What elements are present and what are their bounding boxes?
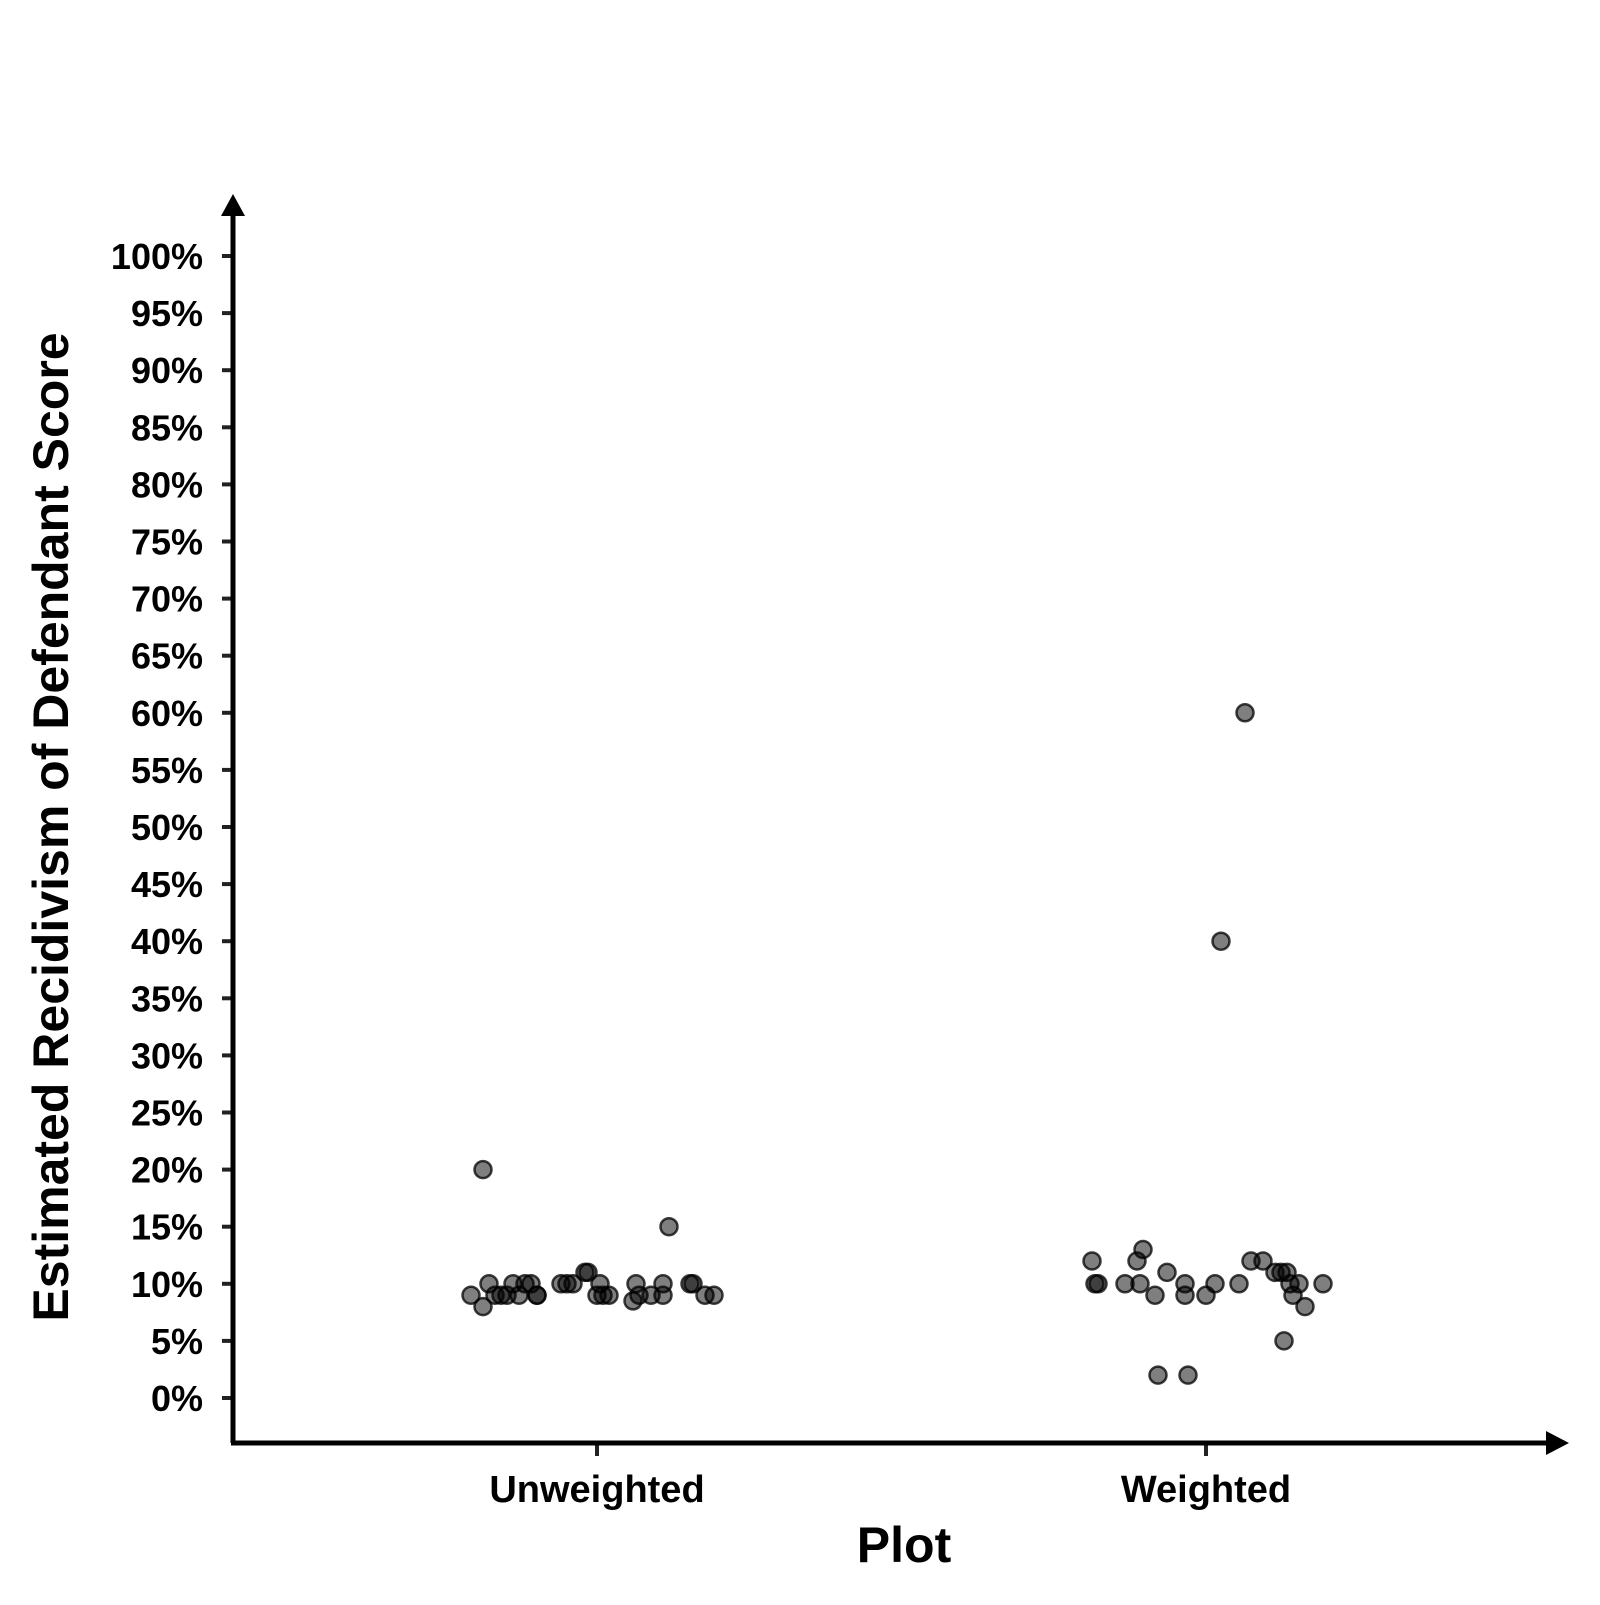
x-tick-label: Unweighted	[489, 1469, 704, 1511]
y-tick-label: 60%	[131, 693, 203, 734]
data-point	[1313, 1274, 1333, 1294]
y-tick-label: 95%	[131, 293, 203, 334]
y-tick-label: 65%	[131, 636, 203, 677]
y-axis-title: Estimated Recidivism of Defendant Score	[23, 332, 79, 1321]
y-tick-label: 35%	[131, 978, 203, 1019]
y-tick-label: 45%	[131, 864, 203, 905]
y-tick-label: 15%	[131, 1207, 203, 1248]
data-point	[1178, 1365, 1198, 1385]
data-point	[1253, 1251, 1273, 1271]
data-point	[563, 1274, 583, 1294]
y-tick-label: 75%	[131, 522, 203, 563]
data-point	[473, 1296, 493, 1317]
y-tick-label: 85%	[131, 407, 203, 448]
data-point	[1205, 1274, 1225, 1294]
data-point	[1130, 1274, 1150, 1294]
y-tick-label: 10%	[131, 1264, 203, 1305]
data-point	[1148, 1365, 1168, 1385]
data-point	[1229, 1274, 1249, 1294]
x-tick-label: Weighted	[1121, 1469, 1291, 1511]
y-axis-arrow-icon	[221, 194, 245, 216]
data-point	[1175, 1285, 1195, 1305]
data-point	[653, 1274, 673, 1294]
data-point	[1133, 1239, 1153, 1260]
y-tick-label: 25%	[131, 1093, 203, 1134]
y-tick-label: 40%	[131, 921, 203, 962]
data-point	[461, 1285, 481, 1305]
data-point	[578, 1262, 598, 1283]
y-tick-label: 20%	[131, 1150, 203, 1191]
data-points	[461, 703, 1333, 1385]
data-point	[473, 1159, 493, 1180]
data-point	[704, 1285, 724, 1305]
y-tick-label: 30%	[131, 1035, 203, 1076]
y-tick-label: 100%	[111, 236, 203, 277]
y-tick-label: 70%	[131, 579, 203, 620]
data-point	[1088, 1274, 1108, 1294]
axes	[221, 194, 1569, 1455]
data-point	[1295, 1296, 1315, 1317]
data-point	[683, 1274, 703, 1294]
y-tick-label: 55%	[131, 750, 203, 791]
data-point	[1145, 1285, 1165, 1305]
data-point	[1235, 703, 1255, 723]
data-point	[1289, 1274, 1309, 1294]
y-tick-label: 0%	[151, 1378, 203, 1419]
data-point	[1157, 1262, 1177, 1283]
y-tick-label: 5%	[151, 1321, 203, 1362]
data-point	[1274, 1331, 1294, 1351]
data-point	[1082, 1251, 1102, 1271]
data-point	[527, 1285, 547, 1305]
y-tick-label: 90%	[131, 350, 203, 391]
data-point	[599, 1285, 619, 1305]
y-axis-ticks: 0% 5% 10% 15% 20% 25% 30% 35% 40% 45% 50% 55% 60% 65%…	[111, 236, 233, 1419]
y-tick-label: 80%	[131, 464, 203, 505]
x-axis-ticks: Unweighted Weighted	[489, 1443, 1291, 1511]
x-axis-title: Plot	[857, 1517, 952, 1573]
x-axis-arrow-icon	[1546, 1431, 1569, 1455]
data-point	[1211, 931, 1231, 951]
data-point	[659, 1216, 679, 1237]
y-tick-label: 50%	[131, 807, 203, 848]
